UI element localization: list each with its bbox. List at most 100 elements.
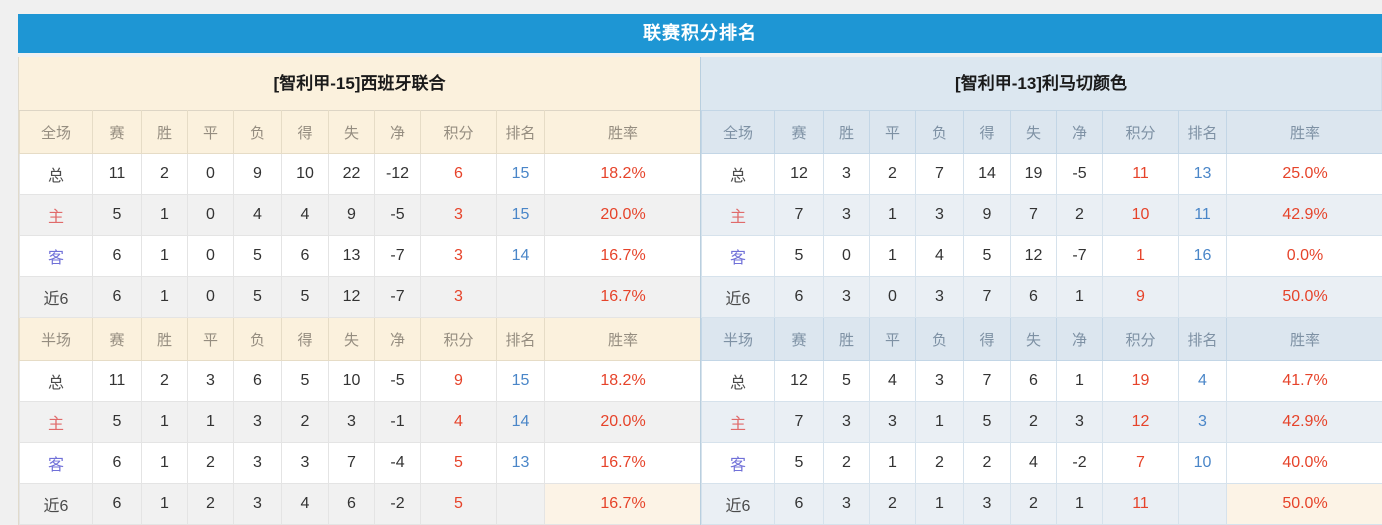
stat-cell: 3: [964, 484, 1011, 525]
stat-cell: 6: [93, 236, 142, 277]
stat-cell: 1: [142, 277, 188, 318]
stat-cell: 20.0%: [545, 195, 702, 236]
stat-cell: 1: [142, 484, 188, 525]
stat-cell: -5: [375, 195, 421, 236]
stat-cell: [1179, 277, 1227, 318]
stat-cell: -1: [375, 402, 421, 443]
row-label: 主: [702, 195, 775, 236]
stat-cell: 4: [870, 361, 916, 402]
stat-cell: 7: [964, 361, 1011, 402]
stat-cell: 6: [234, 361, 282, 402]
stat-cell: 6: [93, 484, 142, 525]
stat-cell: 3: [824, 402, 870, 443]
stat-cell: 0: [188, 154, 234, 195]
stat-cell: 2: [964, 443, 1011, 484]
column-header: 积分: [421, 318, 497, 361]
column-header: 积分: [1103, 318, 1179, 361]
stat-cell: 10: [329, 361, 375, 402]
stat-cell: 5: [93, 402, 142, 443]
stat-cell: -2: [375, 484, 421, 525]
row-label: 主: [20, 195, 93, 236]
stat-cell: 6: [1011, 361, 1057, 402]
stat-cell: 18.2%: [545, 154, 702, 195]
stat-cell: 6: [1011, 277, 1057, 318]
column-header: 胜: [142, 318, 188, 361]
column-header: 净: [1057, 318, 1103, 361]
stat-cell: 6: [282, 236, 329, 277]
stat-cell: 4: [234, 195, 282, 236]
stat-cell: -12: [375, 154, 421, 195]
stat-cell: 2: [1057, 195, 1103, 236]
column-header: 积分: [1103, 111, 1179, 154]
stat-cell: 1: [142, 195, 188, 236]
column-header: 失: [1011, 318, 1057, 361]
row-label: 客: [20, 236, 93, 277]
stat-cell: 3: [329, 402, 375, 443]
column-header: 平: [870, 318, 916, 361]
stat-cell: 6: [93, 443, 142, 484]
column-header: 失: [329, 318, 375, 361]
stat-cell: 12: [775, 361, 824, 402]
section-label: 全场: [702, 111, 775, 154]
stat-cell: 1: [870, 236, 916, 277]
column-header: 得: [282, 318, 329, 361]
stat-cell: -7: [1057, 236, 1103, 277]
stat-cell: 3: [916, 195, 964, 236]
stat-cell: 13: [1179, 154, 1227, 195]
stat-cell: 5: [234, 277, 282, 318]
stat-cell: 3: [824, 195, 870, 236]
section-label: 全场: [20, 111, 93, 154]
section-header-row: 全场赛胜平负得失净积分排名胜率: [20, 111, 702, 154]
stat-cell: 3: [916, 277, 964, 318]
stat-cell: 3: [234, 443, 282, 484]
column-header: 胜率: [1227, 111, 1382, 154]
stat-cell: 3: [824, 154, 870, 195]
stat-cell: 0: [870, 277, 916, 318]
stat-cell: 0: [188, 236, 234, 277]
stat-cell: 9: [421, 361, 497, 402]
team-name: [智利甲-13]利马切颜色: [701, 57, 1381, 110]
stat-cell: 4: [421, 402, 497, 443]
stat-cell: 1: [1057, 484, 1103, 525]
stat-cell: 12: [1011, 236, 1057, 277]
stat-cell: 12: [329, 277, 375, 318]
column-header: 胜率: [545, 111, 702, 154]
stat-cell: 15: [497, 154, 545, 195]
stat-cell: 14: [497, 236, 545, 277]
title-bar: 联赛积分排名: [18, 14, 1382, 53]
stat-cell: -7: [375, 277, 421, 318]
stat-cell: 11: [93, 361, 142, 402]
stat-cell: 13: [329, 236, 375, 277]
stat-cell: 3: [870, 402, 916, 443]
stat-cell: 7: [329, 443, 375, 484]
row-label: 客: [702, 236, 775, 277]
stat-cell: 3: [234, 402, 282, 443]
stat-cell: 5: [421, 484, 497, 525]
stat-cell: 18.2%: [545, 361, 702, 402]
stat-cell: 10: [1103, 195, 1179, 236]
stat-cell: 5: [824, 361, 870, 402]
stat-cell: 0: [188, 277, 234, 318]
stat-cell: 4: [1179, 361, 1227, 402]
stat-cell: 5: [964, 236, 1011, 277]
column-header: 胜: [824, 111, 870, 154]
stat-cell: 1: [870, 443, 916, 484]
stat-cell: [1179, 484, 1227, 525]
stat-cell: 6: [775, 277, 824, 318]
column-header: 积分: [421, 111, 497, 154]
stat-cell: 14: [964, 154, 1011, 195]
stat-cell: 0: [188, 195, 234, 236]
section-header-row: 半场赛胜平负得失净积分排名胜率: [20, 318, 702, 361]
stat-cell: 2: [1011, 402, 1057, 443]
stat-cell: 1: [916, 402, 964, 443]
stat-cell: 3: [421, 277, 497, 318]
